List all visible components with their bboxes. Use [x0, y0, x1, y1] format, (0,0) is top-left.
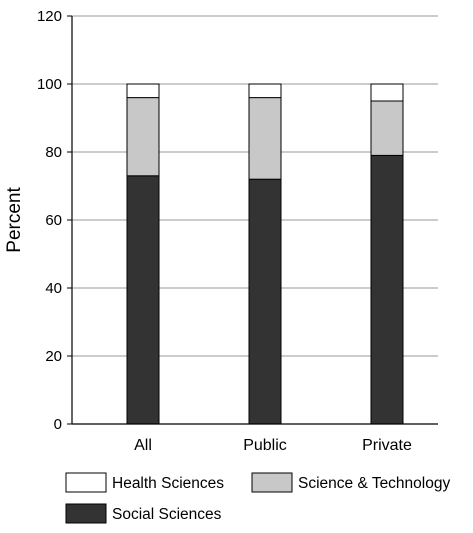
y-tick-label: 40 — [45, 280, 62, 297]
bar-segment — [248, 97, 282, 180]
bar-segment — [370, 154, 404, 425]
bar-segment — [126, 175, 160, 425]
y-tick-label: 100 — [37, 76, 62, 93]
legend-label: Science & Technology — [298, 475, 450, 492]
y-tick-label: 80 — [45, 144, 62, 161]
x-tick-label: Public — [243, 437, 287, 454]
axes: 0 20 40 60 80 100 120 All Public Private — [37, 8, 438, 454]
legend-label: Social Sciences — [112, 506, 222, 523]
bar-segment — [248, 83, 282, 99]
bar-segment — [126, 83, 160, 99]
legend: Health Sciences Science & Technology Socia… — [65, 472, 450, 524]
x-tick-label: All — [134, 437, 152, 454]
bar-segment — [370, 100, 404, 156]
y-tick-label: 120 — [37, 8, 62, 25]
bar-segment — [370, 83, 404, 102]
y-tick-label: 60 — [45, 212, 62, 229]
y-tick-label: 0 — [54, 416, 62, 433]
bar-segment — [126, 97, 160, 177]
y-tick-label: 20 — [45, 348, 62, 365]
legend-swatch — [65, 472, 107, 493]
legend-swatch — [65, 503, 107, 524]
legend-swatch — [251, 472, 293, 493]
x-tick-label: Private — [362, 437, 412, 454]
bars — [126, 83, 404, 425]
legend-label: Health Sciences — [112, 475, 224, 492]
y-axis-label: Percent — [4, 187, 25, 253]
bar-segment — [248, 178, 282, 425]
